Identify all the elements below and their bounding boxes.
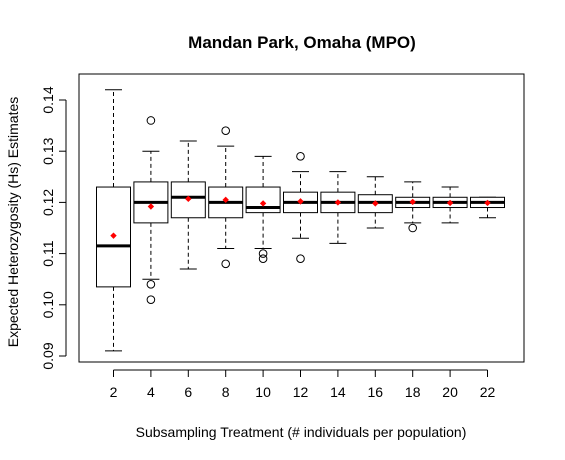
boxes-layer xyxy=(96,89,505,352)
plot-frame xyxy=(78,73,525,363)
box-group xyxy=(170,140,206,270)
outlier-point xyxy=(408,223,418,233)
x-axis-label: Subsampling Treatment (# individuals per… xyxy=(136,424,467,440)
outlier-point xyxy=(146,116,156,125)
outlier-point xyxy=(221,126,230,136)
mean-marker xyxy=(147,203,155,210)
box-group xyxy=(96,89,131,352)
mean-marker xyxy=(446,199,454,207)
x-tick-label: 8 xyxy=(222,384,230,400)
box-group xyxy=(357,176,393,229)
outlier-point xyxy=(146,295,156,304)
x-tick-label: 12 xyxy=(293,384,309,400)
mean-marker xyxy=(185,195,192,203)
outlier-point xyxy=(258,249,268,258)
mean-marker xyxy=(259,200,267,207)
mean-marker xyxy=(110,232,117,239)
outlier-point xyxy=(258,254,268,264)
chart-title: Mandan Park, Omaha (MPO) xyxy=(188,33,416,52)
mean-marker xyxy=(297,198,304,205)
y-axis-label: Expected Heterozygosity (Hs) Estimates xyxy=(5,97,21,348)
mean-marker xyxy=(334,199,342,206)
x-tick-label: 16 xyxy=(368,384,384,400)
y-axis: 0.09 0.10 0.11 0.12 0.13 0.14 xyxy=(40,86,67,370)
mean-marker xyxy=(409,198,416,206)
x-tick-label: 4 xyxy=(147,384,155,400)
x-tick-label: 18 xyxy=(405,384,421,400)
box-group xyxy=(245,155,281,264)
outlier-point xyxy=(221,259,230,269)
box-group xyxy=(208,126,244,269)
x-axis: 2 4 6 8 10 12 14 16 18 20 22 xyxy=(110,369,496,400)
box-group xyxy=(133,116,169,304)
y-tick-label: 0.14 xyxy=(40,86,56,113)
x-tick-label: 20 xyxy=(442,384,458,400)
outlier-point xyxy=(146,280,156,289)
box-group xyxy=(432,186,468,224)
x-tick-label: 14 xyxy=(330,384,346,400)
y-tick-label: 0.09 xyxy=(40,342,56,369)
mean-marker xyxy=(484,199,491,207)
y-tick-label: 0.10 xyxy=(40,291,56,318)
x-tick-label: 6 xyxy=(184,384,192,400)
y-tick-label: 0.13 xyxy=(40,137,56,164)
box-group xyxy=(395,181,431,233)
box-group xyxy=(320,171,356,244)
x-tick-label: 22 xyxy=(480,384,496,400)
y-tick-label: 0.11 xyxy=(40,240,56,266)
outlier-point xyxy=(296,254,305,264)
box-group xyxy=(283,152,318,264)
mean-marker xyxy=(372,200,379,207)
outlier-point xyxy=(296,152,305,161)
x-tick-label: 2 xyxy=(110,384,118,400)
box-group xyxy=(470,196,505,219)
mean-marker xyxy=(222,196,229,204)
x-tick-label: 10 xyxy=(255,384,271,400)
y-tick-label: 0.12 xyxy=(40,189,56,216)
